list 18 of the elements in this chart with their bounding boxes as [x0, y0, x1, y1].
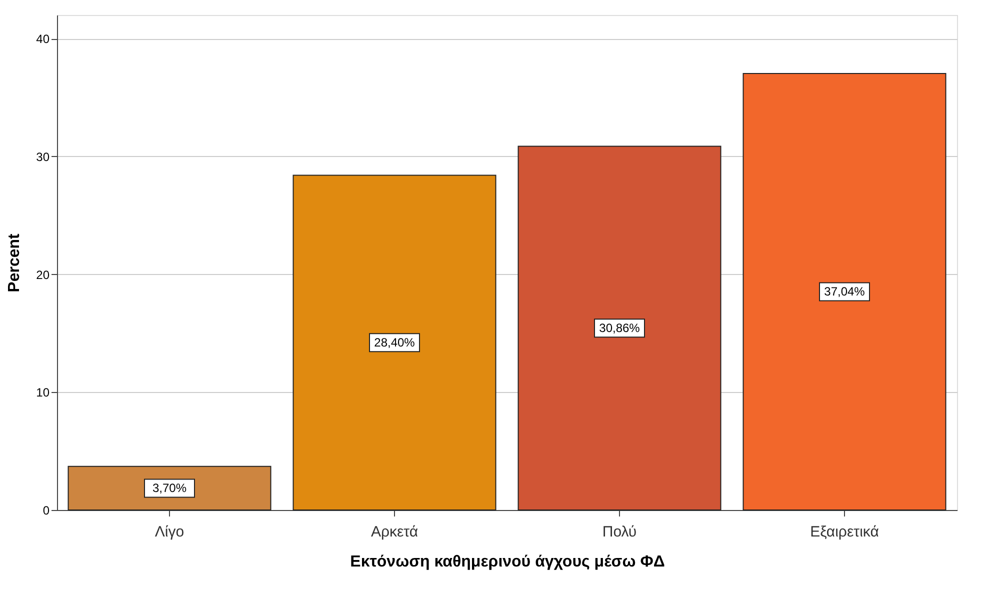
data-label: 3,70% — [152, 481, 187, 496]
x-tick-label: Αρκετά — [370, 524, 418, 540]
y-tick-label: 30 — [36, 150, 50, 164]
bar — [292, 174, 496, 510]
x-axis-title: Εκτόνωση καθημερινού άγχους μέσω ΦΔ — [350, 554, 665, 570]
y-axis-title: Percent — [6, 232, 24, 292]
data-label: 37,04% — [824, 284, 866, 299]
x-tick-label: Εξαιρετικά — [810, 524, 880, 540]
data-label: 28,40% — [374, 336, 416, 350]
bar — [742, 72, 946, 510]
x-tick-label: Πολύ — [602, 524, 637, 540]
y-tick-label: 0 — [42, 504, 50, 518]
y-tick-label: 20 — [36, 268, 50, 282]
y-tick-label: 40 — [36, 32, 50, 46]
data-label: 30,86% — [599, 321, 640, 336]
bar — [518, 146, 722, 510]
y-tick-label: 10 — [36, 386, 50, 400]
x-tick-label: Λίγο — [154, 524, 184, 540]
